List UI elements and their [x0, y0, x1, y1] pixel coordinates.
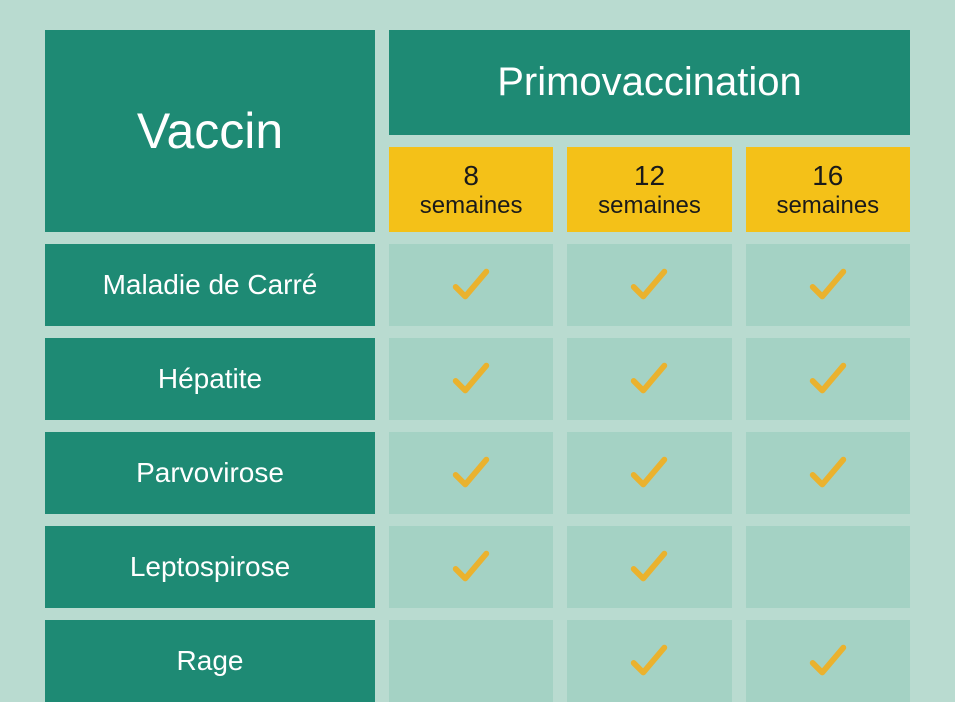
- week-unit: semaines: [420, 192, 523, 220]
- week-header-1: 12 semaines: [567, 147, 731, 232]
- table-cell: [746, 620, 910, 702]
- table-cell: [567, 244, 731, 326]
- table-cell: [389, 620, 553, 702]
- check-icon: [626, 356, 672, 402]
- row-label: Leptospirose: [45, 526, 375, 608]
- week-unit: semaines: [598, 192, 701, 220]
- check-icon: [448, 450, 494, 496]
- table-cell: [567, 432, 731, 514]
- row-label: Parvovirose: [45, 432, 375, 514]
- row-label: Rage: [45, 620, 375, 702]
- week-num: 12: [634, 160, 665, 192]
- vaccin-header: Vaccin: [45, 30, 375, 232]
- table-cell: [389, 244, 553, 326]
- week-num: 16: [812, 160, 843, 192]
- check-icon: [448, 262, 494, 308]
- table-cell: [746, 432, 910, 514]
- table-cell: [567, 338, 731, 420]
- check-icon: [805, 638, 851, 684]
- table-cell: [746, 526, 910, 608]
- check-icon: [626, 544, 672, 590]
- week-num: 8: [463, 160, 479, 192]
- vaccination-table: Vaccin Primovaccination 8 semaines 12 se…: [45, 30, 910, 670]
- table-cell: [746, 244, 910, 326]
- row-label: Maladie de Carré: [45, 244, 375, 326]
- table-cell: [389, 338, 553, 420]
- check-icon: [805, 356, 851, 402]
- check-icon: [448, 356, 494, 402]
- check-icon: [805, 450, 851, 496]
- week-header-0: 8 semaines: [389, 147, 553, 232]
- table-cell: [567, 526, 731, 608]
- check-icon: [805, 262, 851, 308]
- check-icon: [626, 638, 672, 684]
- week-header-2: 16 semaines: [746, 147, 910, 232]
- table-cell: [746, 338, 910, 420]
- week-unit: semaines: [776, 192, 879, 220]
- row-label: Hépatite: [45, 338, 375, 420]
- check-icon: [626, 450, 672, 496]
- table-cell: [389, 526, 553, 608]
- table-cell: [567, 620, 731, 702]
- check-icon: [448, 544, 494, 590]
- check-icon: [626, 262, 672, 308]
- table-cell: [389, 432, 553, 514]
- primovaccination-header: Primovaccination: [389, 30, 910, 135]
